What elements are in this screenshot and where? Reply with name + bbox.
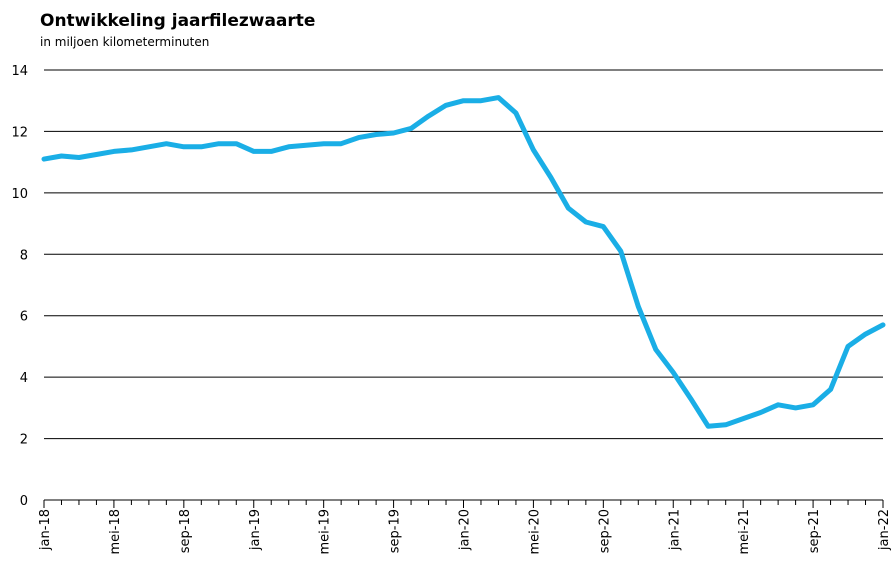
x-tick-label: mei-20 xyxy=(527,509,542,555)
x-tick-label: jan-20 xyxy=(458,509,473,551)
y-tick-label: 12 xyxy=(11,125,28,140)
x-tick-label: jan-21 xyxy=(667,509,682,551)
y-tick-label: 4 xyxy=(20,371,28,386)
y-tick-label: 8 xyxy=(20,248,28,263)
x-tick-label: mei-21 xyxy=(737,509,752,555)
x-tick-label: sep-20 xyxy=(597,509,612,553)
y-tick-label: 6 xyxy=(20,310,28,325)
x-tick-label: sep-18 xyxy=(178,509,193,553)
y-tick-label: 0 xyxy=(20,494,28,509)
x-tick-label: mei-18 xyxy=(108,509,123,555)
x-tick-label: jan-18 xyxy=(38,509,53,551)
x-tick-label: sep-21 xyxy=(807,509,822,553)
chart-title: Ontwikkeling jaarfilezwaarte xyxy=(40,11,315,31)
chart-subtitle: in miljoen kilometerminuten xyxy=(40,35,209,49)
x-tick-label: jan-22 xyxy=(877,509,892,551)
y-tick-label: 2 xyxy=(20,433,28,448)
y-tick-label: 14 xyxy=(11,64,28,79)
y-tick-label: 10 xyxy=(11,187,28,202)
x-tick-label: jan-19 xyxy=(248,509,263,551)
x-tick-label: mei-19 xyxy=(318,509,333,555)
x-tick-label: sep-19 xyxy=(388,509,403,553)
data-line xyxy=(41,95,886,429)
